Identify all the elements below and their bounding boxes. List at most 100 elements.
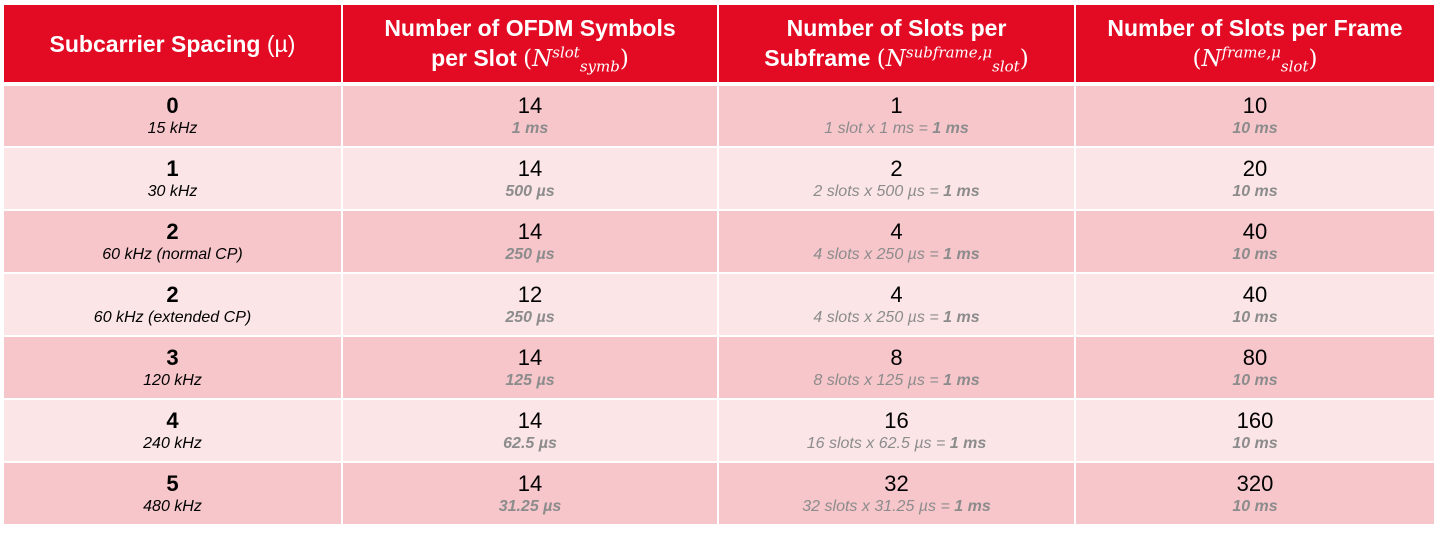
mu-value: 4 — [166, 407, 179, 433]
subframe-calc: 4 slots x 250 µs = 1 ms — [813, 245, 980, 263]
slots-per-subframe-value: 8 — [890, 344, 903, 370]
slots-per-subframe-value: 4 — [890, 218, 903, 244]
symbols-value: 14 — [517, 344, 543, 370]
subframe-calc: 1 slot x 1 ms = 1 ms — [824, 120, 969, 137]
slots-per-subframe-value: 2 — [890, 155, 903, 181]
subframe-calc: 2 slots x 500 µs = 1 ms — [813, 182, 980, 200]
frame-duration: 10 ms — [1232, 182, 1278, 200]
symbols-value: 12 — [517, 281, 543, 307]
header-subcarrier-spacing: Subcarrier Spacing (µ) — [4, 5, 343, 86]
slot-duration: 250 µs — [505, 308, 555, 326]
frame-cell: 20 10 ms — [1075, 147, 1434, 211]
slot-duration: 125 µs — [505, 371, 555, 389]
symbols-cell: 14 500 µs — [342, 147, 719, 211]
frame-duration: 10 ms — [1232, 497, 1278, 515]
symbols-cell: 12 250 µs — [342, 273, 719, 337]
mu-cell: 3 120 kHz — [4, 336, 343, 400]
header-col1-text: Subcarrier Spacing — [49, 30, 261, 57]
slots-per-subframe-value: 4 — [890, 281, 903, 307]
subframe-calc: 4 slots x 250 µs = 1 ms — [813, 308, 980, 326]
header-symbols-per-slot: Number of OFDM Symbols per Slot (Nslotsy… — [342, 5, 719, 86]
subframe-cell: 1 1 slot x 1 ms = 1 ms — [718, 84, 1076, 148]
mu-cell: 0 15 kHz — [4, 84, 343, 148]
frame-cell: 40 10 ms — [1075, 210, 1434, 274]
subframe-calc: 32 slots x 31.25 µs = 1 ms — [802, 497, 991, 515]
mu-cell: 5 480 kHz — [4, 462, 343, 526]
symbols-value: 14 — [517, 407, 543, 433]
symbols-value: 14 — [517, 155, 543, 181]
subframe-calc: 16 slots x 62.5 µs = 1 ms — [806, 434, 987, 452]
slots-per-subframe-value: 1 — [890, 93, 903, 118]
mu-cell: 2 60 kHz (extended CP) — [4, 273, 343, 337]
scs-value: 15 kHz — [147, 120, 198, 137]
mu-cell: 1 30 kHz — [4, 147, 343, 211]
header-col2-line2: per Slot — [431, 45, 517, 71]
scs-value: 120 kHz — [143, 371, 202, 389]
frame-cell: 10 10 ms — [1075, 84, 1434, 148]
symbols-cell: 14 62.5 µs — [342, 399, 719, 463]
frame-cell: 80 10 ms — [1075, 336, 1434, 400]
symbols-value: 14 — [517, 218, 543, 244]
subframe-calc: 8 slots x 125 µs = 1 ms — [813, 371, 980, 389]
slot-duration: 31.25 µs — [498, 497, 562, 515]
frame-duration: 10 ms — [1232, 434, 1278, 452]
slots-per-frame-value: 320 — [1236, 470, 1274, 496]
mu-value: 1 — [166, 155, 179, 181]
header-slots-per-subframe: Number of Slots per Subframe (Nsubframe,… — [718, 5, 1076, 86]
frame-duration: 10 ms — [1232, 371, 1278, 389]
mu-cell: 4 240 kHz — [4, 399, 343, 463]
scs-value: 60 kHz (extended CP) — [93, 308, 252, 326]
table-header: Subcarrier Spacing (µ) Number of OFDM Sy… — [4, 5, 1434, 86]
header-col2-line1: Number of OFDM Symbols — [384, 15, 676, 41]
slot-duration: 62.5 µs — [503, 434, 557, 452]
header-row: Subcarrier Spacing (µ) Number of OFDM Sy… — [4, 5, 1434, 86]
frame-cell: 40 10 ms — [1075, 273, 1434, 337]
frame-cell: 320 10 ms — [1075, 462, 1434, 526]
mu-value: 2 — [166, 281, 179, 307]
subframe-cell: 32 32 slots x 31.25 µs = 1 ms — [718, 462, 1076, 526]
mu-value: 0 — [166, 93, 179, 118]
mu-value: 3 — [166, 344, 179, 370]
slots-per-frame-value: 80 — [1242, 344, 1268, 370]
scs-value: 480 kHz — [143, 497, 202, 515]
scs-value: 240 kHz — [143, 434, 202, 452]
header-col3-line2: Subframe — [764, 45, 871, 71]
slot-duration: 500 µs — [505, 182, 555, 200]
frame-duration: 10 ms — [1232, 245, 1278, 263]
header-col4-line1: Number of Slots per Frame — [1107, 15, 1403, 41]
symbols-cell: 14 250 µs — [342, 210, 719, 274]
mu-value: 2 — [166, 218, 179, 244]
frame-duration: 10 ms — [1232, 120, 1278, 137]
header-col1-symbol: (µ) — [266, 30, 296, 57]
numerology-table: Subcarrier Spacing (µ) Number of OFDM Sy… — [4, 5, 1434, 526]
symbols-cell: 14 125 µs — [342, 336, 719, 400]
slots-per-frame-value: 40 — [1242, 281, 1268, 307]
scs-value: 30 kHz — [147, 182, 198, 200]
slots-per-frame-value: 40 — [1242, 218, 1268, 244]
slots-per-frame-value: 20 — [1242, 155, 1268, 181]
table-row: 4 240 kHz 14 62.5 µs 16 16 slots x 62.5 µs … — [4, 399, 1434, 463]
slots-per-frame-value: 160 — [1236, 407, 1274, 433]
symbols-cell: 14 1 ms — [342, 84, 719, 148]
symbols-cell: 14 31.25 µs — [342, 462, 719, 526]
slots-per-subframe-value: 16 — [884, 407, 909, 433]
mu-value: 5 — [166, 470, 179, 496]
symbols-value: 14 — [517, 470, 543, 496]
slot-duration: 250 µs — [505, 245, 555, 263]
mu-cell: 2 60 kHz (normal CP) — [4, 210, 343, 274]
frame-cell: 160 10 ms — [1075, 399, 1434, 463]
scs-value: 60 kHz (normal CP) — [102, 245, 243, 263]
slot-duration: 1 ms — [511, 120, 549, 137]
table-row: 5 480 kHz 14 31.25 µs 32 32 slots x 31.25 µ… — [4, 462, 1434, 526]
symbols-value: 14 — [517, 93, 543, 118]
slots-per-frame-value: 10 — [1242, 93, 1268, 118]
